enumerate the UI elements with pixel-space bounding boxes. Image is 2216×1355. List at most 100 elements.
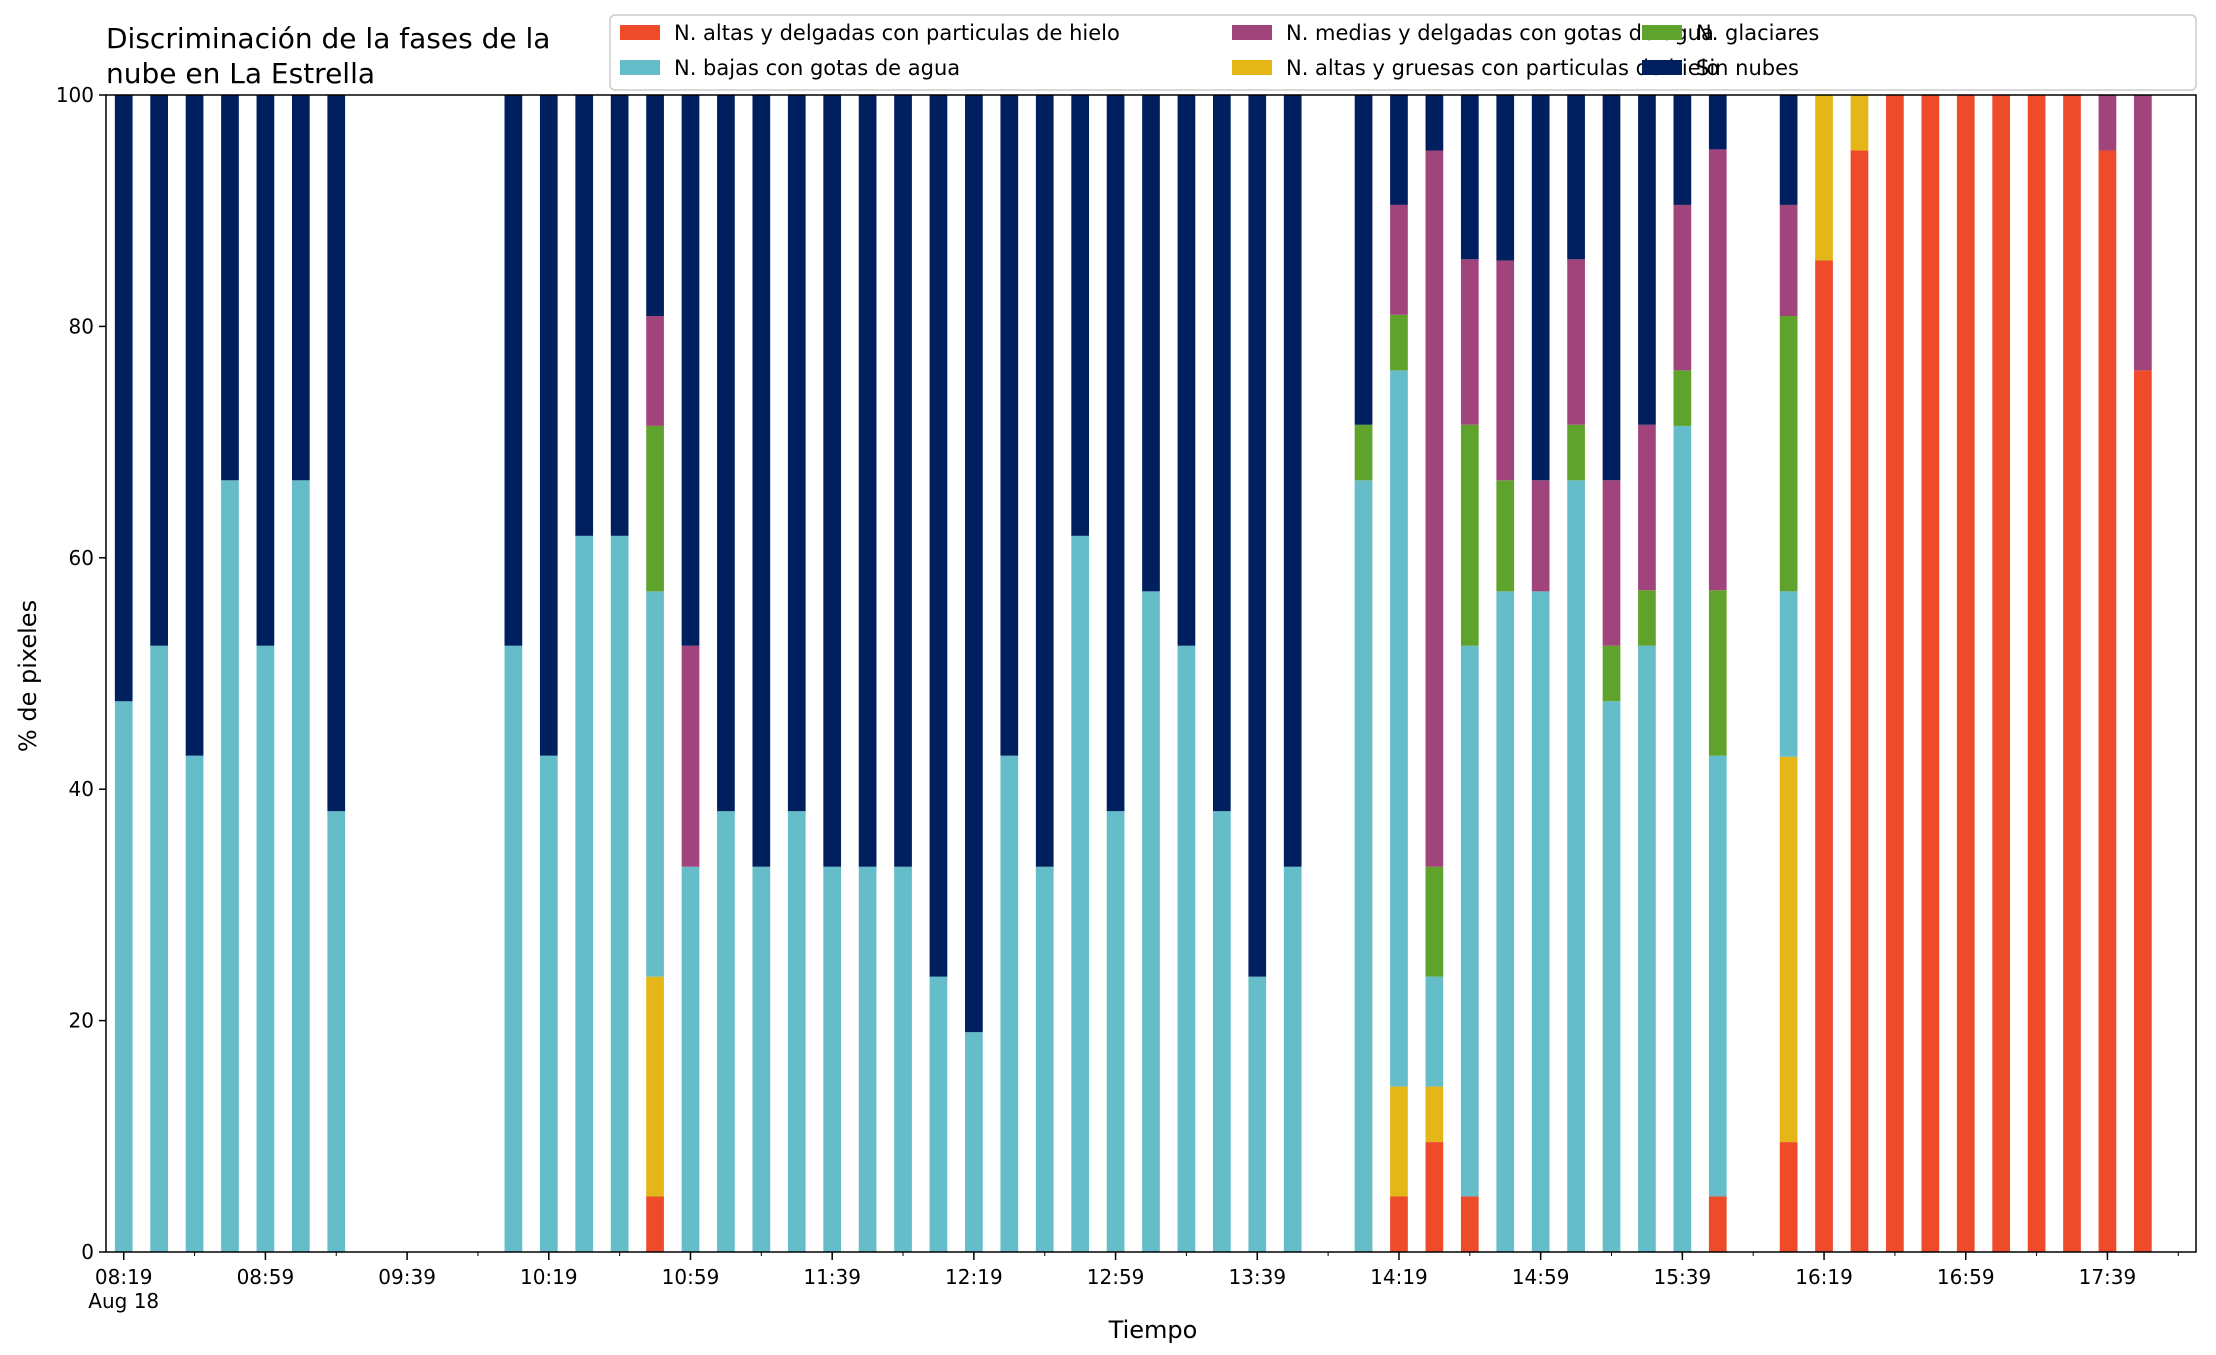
y-tick-label: 40 — [69, 777, 94, 801]
bar-segment — [1000, 95, 1019, 756]
x-tick-label: 14:19 — [1370, 1265, 1428, 1289]
bar-segment — [1708, 1196, 1727, 1252]
bar-segment — [1106, 811, 1125, 1252]
bar-segment — [1035, 866, 1054, 1252]
bar-segment — [1496, 480, 1515, 592]
bar-segment — [1815, 260, 1833, 1252]
bar-segment — [1460, 95, 1479, 260]
bar-segment — [965, 1032, 983, 1252]
bar-segment — [1602, 95, 1621, 481]
x-tick-label: 09:39 — [378, 1265, 436, 1289]
bar-segment — [539, 95, 558, 756]
bar-segment — [256, 645, 275, 1252]
bar-segment — [1390, 1196, 1408, 1252]
bar-segment — [1708, 149, 1727, 591]
bar-segment — [1779, 756, 1798, 1143]
x-tick-label: 14:59 — [1512, 1265, 1570, 1289]
x-tick-label: 16:19 — [1795, 1265, 1853, 1289]
bar-segment — [1390, 1086, 1408, 1197]
bar-segment — [1248, 976, 1267, 1252]
bar-segment — [681, 645, 700, 867]
x-tick-label: 12:59 — [1087, 1265, 1145, 1289]
bar-segment — [1673, 425, 1692, 1252]
bar-segment — [185, 755, 204, 1252]
bar-segment — [1496, 591, 1515, 1252]
bar-segment — [2098, 95, 2117, 151]
bar-segment — [1425, 866, 1444, 977]
x-tick-label: 16:59 — [1937, 1265, 1995, 1289]
x-tick-label: 17:39 — [2079, 1265, 2137, 1289]
bar-segment — [1708, 95, 1727, 150]
bar-segment — [1212, 811, 1231, 1252]
x-tick-label: 11:39 — [803, 1265, 861, 1289]
bar-segment — [1248, 95, 1267, 977]
legend: N. altas y delgadas con particulas de hi… — [609, 14, 2197, 91]
bar-segment — [646, 1196, 664, 1252]
bar-segment — [291, 95, 310, 481]
plot-frame — [105, 94, 2197, 1253]
bar-segment — [1602, 645, 1621, 702]
bar-segment — [929, 976, 948, 1252]
x-tick-label: 12:19 — [945, 1265, 1003, 1289]
bar-segment — [2098, 150, 2117, 1252]
bar-segment — [1531, 591, 1550, 1252]
y-axis-label: % de pixeles — [14, 600, 42, 752]
bar-segment — [1425, 1142, 1444, 1252]
bar-segment — [1850, 150, 1869, 1252]
bar-segment — [717, 95, 735, 812]
legend-label: N. glaciares — [1696, 21, 1819, 45]
bar-segment — [1567, 424, 1585, 481]
legend-swatch — [1642, 60, 1682, 75]
bar-segment — [1425, 1086, 1444, 1143]
bar-segment — [1886, 95, 1904, 1252]
bar-segment — [1638, 645, 1656, 1252]
bar-segment — [1496, 260, 1515, 481]
bar-segment — [1354, 95, 1373, 425]
bar-segment — [1779, 591, 1798, 757]
y-tick-label: 100 — [56, 83, 94, 107]
bar-segment — [1390, 204, 1408, 315]
bar-segment — [1602, 480, 1621, 646]
bar-segment — [1921, 95, 1940, 1252]
bar-segment — [1638, 424, 1656, 591]
bar-segment — [1460, 424, 1479, 646]
bar-segment — [1425, 976, 1444, 1087]
legend-label: N. altas y delgadas con particulas de hi… — [674, 21, 1120, 45]
chart-title-line-2: nube en La Estrella — [106, 57, 375, 90]
y-tick-label: 20 — [69, 1009, 94, 1033]
bar-segment — [646, 591, 664, 977]
bar-segment — [1779, 1142, 1798, 1252]
bar-segment — [752, 95, 771, 867]
bar-segment — [1673, 370, 1692, 426]
x-tick-label: 10:19 — [520, 1265, 578, 1289]
bars-layer — [114, 95, 2152, 1252]
bar-segment — [221, 95, 239, 481]
bar-segment — [114, 95, 133, 702]
bar-segment — [646, 95, 664, 316]
x-tick-sublabel: Aug 18 — [88, 1289, 159, 1313]
bar-segment — [1106, 95, 1125, 812]
legend-swatch — [620, 60, 660, 75]
bar-segment — [858, 866, 877, 1252]
bar-segment — [646, 976, 664, 1197]
bar-segment — [1496, 95, 1515, 261]
bar-segment — [1390, 370, 1408, 1087]
bar-segment — [256, 95, 275, 646]
bar-segment — [1177, 645, 1196, 1252]
bar-segment — [1071, 95, 1090, 536]
bar-segment — [1035, 95, 1054, 867]
bar-segment — [1283, 95, 1302, 867]
bar-segment — [150, 95, 168, 646]
bar-segment — [1567, 259, 1585, 425]
legend-label: N. bajas con gotas de agua — [674, 56, 960, 80]
bar-segment — [681, 95, 700, 646]
bar-segment — [1531, 95, 1550, 481]
bar-segment — [894, 95, 912, 867]
bar-segment — [575, 535, 594, 1252]
bar-segment — [1815, 95, 1833, 261]
legend-swatch — [620, 25, 660, 40]
x-tick-label: 13:39 — [1228, 1265, 1286, 1289]
bar-segment — [2134, 95, 2152, 371]
